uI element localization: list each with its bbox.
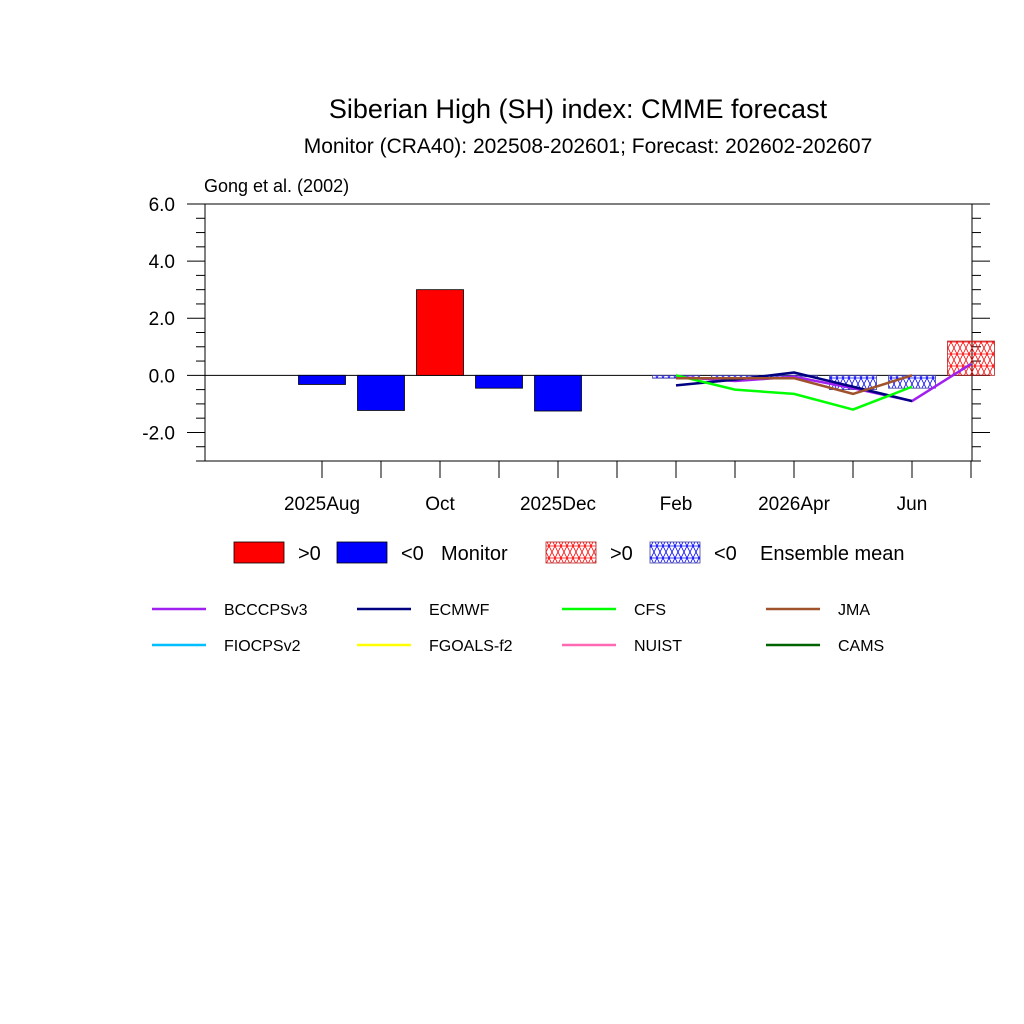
legend-ensemble-negative-label: <0 [714, 543, 737, 565]
legend-ensemble-positive-label: >0 [610, 543, 633, 565]
series-line-ecmwf [675, 371, 913, 403]
legend-monitor-negative-swatch [336, 541, 388, 564]
legend-label-nuist: NUIST [634, 638, 682, 655]
chart-title: Siberian High (SH) index: CMME forecast [329, 94, 828, 124]
legend-label-cfs: CFS [634, 602, 666, 619]
monitor-bar [357, 374, 405, 411]
legend-monitor-label: Monitor [441, 543, 508, 565]
y-tick-label: 2.0 [149, 309, 175, 330]
legend-label-ecmwf: ECMWF [429, 602, 490, 619]
legend-ensemble-negative-swatch [649, 541, 701, 564]
plot-frame [204, 203, 973, 462]
x-tick-label: Jun [897, 494, 928, 515]
legend-monitor-positive-swatch [233, 541, 285, 564]
legend-label-fgoals-f2: FGOALS-f2 [429, 638, 513, 655]
y-tick-label: 6.0 [149, 195, 175, 216]
legend-monitor-negative-label: <0 [401, 543, 424, 565]
monitor-bar [475, 374, 523, 389]
ensemble-mean-bar [947, 340, 995, 376]
x-tick-label: 2026Apr [758, 494, 831, 515]
annotation-text: Gong et al. (2002) [204, 176, 349, 196]
x-tick-label: Oct [425, 494, 455, 515]
series-line-cfs [675, 374, 913, 411]
x-tick-label: 2025Dec [520, 494, 596, 515]
legend: >0 <0 Monitor >0 <0 Ensemble mean BCCCPSv3 ECMW… [152, 541, 905, 655]
plot-area: 6.0 4.0 2.0 0.0 -2.0 2025Aug Oct 2025Dec Feb 2026… [142, 195, 995, 515]
legend-ensemble-positive-swatch [545, 541, 597, 564]
monitor-bar [534, 374, 582, 412]
monitor-bar [416, 289, 464, 376]
x-tick-label: 2025Aug [284, 494, 360, 515]
legend-label-jma: JMA [838, 602, 870, 619]
legend-label-cams: CAMS [838, 638, 884, 655]
monitor-bar [298, 374, 346, 385]
legend-label-fiocpsv2: FIOCPSv2 [224, 638, 301, 655]
legend-monitor-positive-label: >0 [298, 543, 321, 565]
chart-subtitle: Monitor (CRA40): 202508-202601; Forecast… [304, 135, 873, 158]
legend-label-bcccpsv3: BCCCPSv3 [224, 602, 308, 619]
legend-ensemble-label: Ensemble mean [760, 543, 905, 565]
y-tick-label: 4.0 [149, 252, 175, 273]
y-tick-label: 0.0 [149, 366, 175, 387]
x-tick-label: Feb [660, 494, 693, 515]
series-line-jma [676, 374, 913, 396]
y-tick-label: -2.0 [142, 423, 175, 444]
